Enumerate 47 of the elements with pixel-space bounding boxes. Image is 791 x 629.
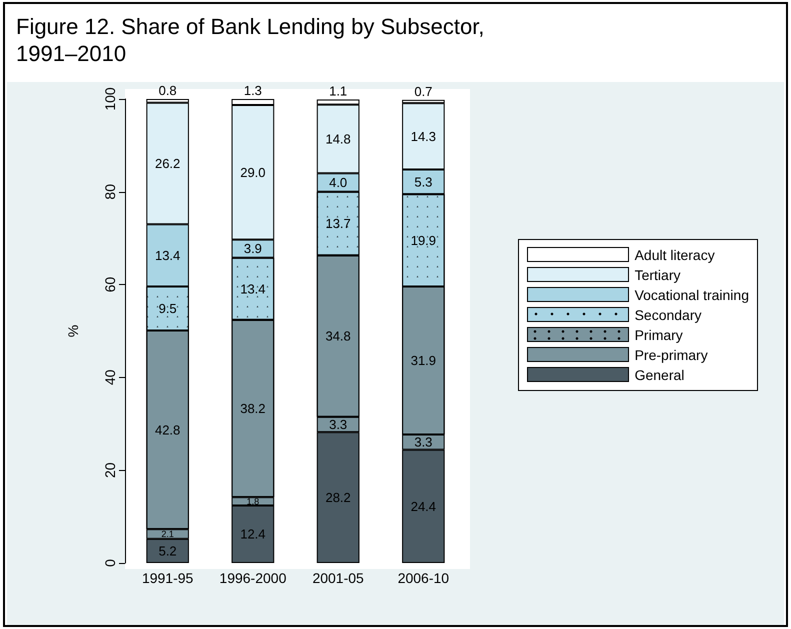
chart-title: Figure 12. Share of Bank Lending by Subsector, 1991–2010	[16, 14, 484, 66]
data-label: 9.5	[158, 300, 177, 316]
data-label: 3.3	[414, 434, 432, 450]
y-axis-title: %	[65, 324, 81, 338]
y-tick-label: 100	[102, 87, 118, 111]
text: Pre-primary	[634, 346, 708, 362]
data-label: 14.3	[410, 128, 436, 144]
x-tick-label: 1991-95	[142, 570, 194, 586]
data-label: 19.9	[410, 232, 436, 248]
data-label: 4.0	[329, 175, 348, 190]
text: General	[634, 366, 684, 382]
data-label: 5.3	[414, 174, 432, 190]
text: Vocational training	[634, 286, 749, 302]
y-tick-label: 60	[102, 276, 118, 292]
data-label: 2.1	[161, 529, 174, 539]
data-label: 31.9	[410, 352, 436, 368]
data-label: 42.8	[154, 422, 180, 438]
y-tick-label: 0	[102, 558, 118, 567]
data-label: 13.4	[240, 281, 266, 296]
data-label: 38.2	[240, 400, 266, 416]
text: Tertiary	[634, 266, 680, 282]
data-label: 1.1	[329, 83, 348, 98]
data-label: 13.4	[154, 248, 180, 263]
data-label: 1.3	[244, 83, 262, 98]
data-label: 12.4	[240, 526, 266, 542]
y-tick-label: 40	[102, 369, 118, 386]
y-tick-label: 20	[102, 462, 118, 478]
data-label: 0.8	[158, 83, 177, 98]
x-tick-label: 2006-10	[398, 570, 450, 586]
text: Primary	[634, 326, 683, 342]
data-label: 26.2	[154, 156, 180, 171]
x-tick-label: 1996-2000	[219, 570, 287, 586]
data-label: 3.9	[244, 241, 262, 256]
text: Secondary	[634, 306, 702, 322]
data-label: 3.3	[329, 416, 348, 432]
data-label: 1.8	[246, 496, 260, 506]
y-tick-label: 80	[102, 184, 118, 200]
data-label: 0.7	[414, 84, 432, 99]
data-label: 29.0	[240, 164, 266, 180]
text: Adult literacy	[634, 246, 715, 262]
data-label: 13.7	[325, 216, 351, 232]
data-label: 14.8	[325, 131, 351, 146]
data-label: 28.2	[325, 490, 351, 506]
data-label: 34.8	[325, 328, 351, 344]
data-label: 5.2	[158, 543, 177, 558]
data-label: 24.4	[410, 498, 436, 514]
x-tick-label: 2001-05	[312, 570, 364, 586]
